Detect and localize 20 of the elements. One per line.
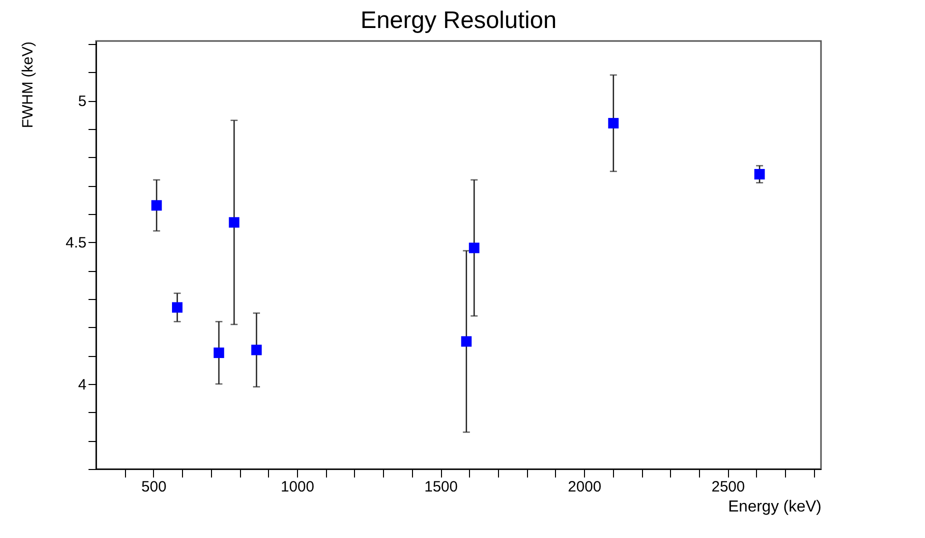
y-axis-title: FWHM (keV) <box>20 42 37 128</box>
y-tick-label: 4.5 <box>66 234 86 252</box>
point <box>172 302 182 313</box>
y-tick-label: 4 <box>78 376 86 394</box>
point <box>214 348 224 358</box>
point <box>461 336 472 347</box>
chart-title: Energy Resolution <box>360 6 557 34</box>
point <box>754 168 765 180</box>
point <box>151 200 162 211</box>
point <box>228 217 240 228</box>
x-axis-title: Energy (keV) <box>728 498 822 516</box>
y-tick-label: 5 <box>78 93 86 110</box>
x-tick-label: 500 <box>141 478 166 496</box>
point <box>608 118 619 128</box>
point <box>251 344 262 356</box>
x-tick-label: 2500 <box>711 478 745 496</box>
point <box>468 242 480 254</box>
x-tick-label: 2000 <box>568 478 602 496</box>
x-tick-label: 1000 <box>280 478 314 496</box>
x-tick-label: 1500 <box>424 478 458 496</box>
